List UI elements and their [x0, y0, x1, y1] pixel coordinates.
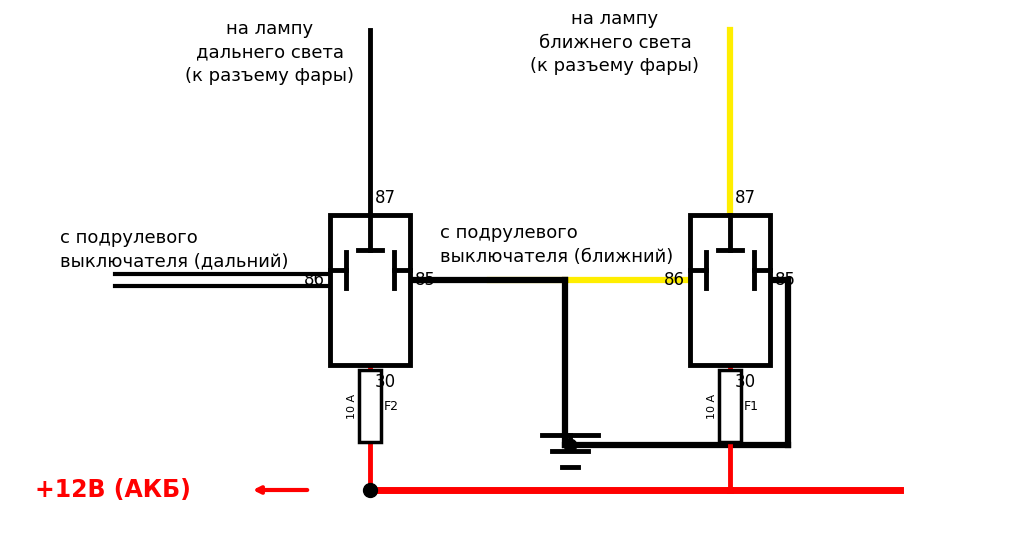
Bar	[690, 215, 770, 365]
Text: 10 A: 10 A	[707, 393, 717, 419]
Text: на лампу
дальнего света
(к разъему фары): на лампу дальнего света (к разъему фары)	[186, 20, 354, 85]
Text: с подрулевого
выключателя (ближний): с подрулевого выключателя (ближний)	[440, 224, 674, 266]
Text: F1: F1	[744, 399, 759, 413]
Text: 87: 87	[375, 189, 396, 207]
Text: 86: 86	[304, 271, 325, 289]
Bar	[719, 370, 741, 442]
Text: с подрулевого
выключателя (дальний): с подрулевого выключателя (дальний)	[60, 229, 289, 271]
Text: 87: 87	[735, 189, 756, 207]
Text: F2: F2	[384, 399, 400, 413]
Text: 30: 30	[735, 373, 756, 391]
Bar	[359, 370, 381, 442]
Text: 85: 85	[415, 271, 436, 289]
Text: 10 A: 10 A	[347, 393, 357, 419]
Text: 30: 30	[375, 373, 396, 391]
Bar	[330, 215, 410, 365]
Text: 86: 86	[664, 271, 685, 289]
Text: +12В (АКБ): +12В (АКБ)	[35, 478, 191, 502]
Text: 85: 85	[775, 271, 796, 289]
Text: на лампу
ближнего света
(к разъему фары): на лампу ближнего света (к разъему фары)	[531, 10, 699, 75]
